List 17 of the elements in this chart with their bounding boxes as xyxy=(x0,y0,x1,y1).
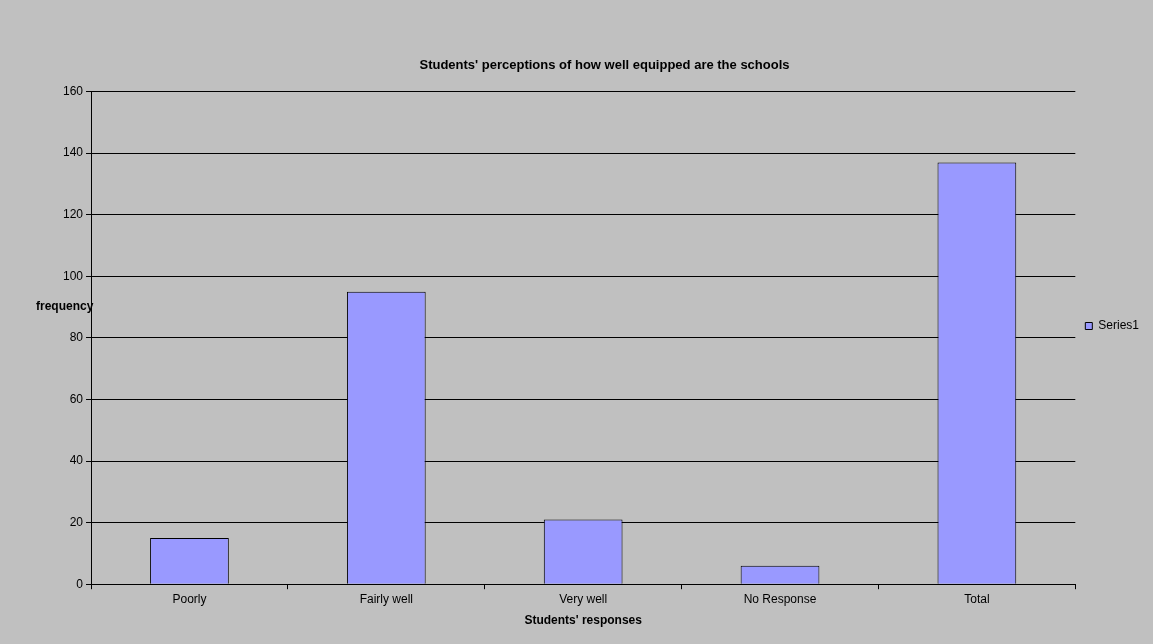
y-tick-label: 160 xyxy=(62,83,84,98)
x-tick-label: Poorly xyxy=(172,591,207,606)
y-tick-label: 120 xyxy=(62,207,84,222)
y-tick-label: 80 xyxy=(69,330,84,345)
y-tick-label: 0 xyxy=(76,576,84,591)
y-tick-label: 100 xyxy=(62,268,84,283)
x-tick-label: Total xyxy=(964,591,990,606)
y-tick-label: 20 xyxy=(69,514,84,529)
x-axis-title: Students' responses xyxy=(524,613,643,628)
x-tick-label: Fairly well xyxy=(359,591,413,606)
legend-label: Series1 xyxy=(1098,318,1140,333)
x-tick-label: No Response xyxy=(743,591,817,606)
y-tick-label: 140 xyxy=(62,145,84,160)
x-tick-label: Very well xyxy=(559,591,608,606)
chart-title: Students' perceptions of how well equipped are the schools xyxy=(419,57,790,73)
y-tick-label: 40 xyxy=(69,453,84,468)
y-tick-label: 60 xyxy=(69,391,84,406)
